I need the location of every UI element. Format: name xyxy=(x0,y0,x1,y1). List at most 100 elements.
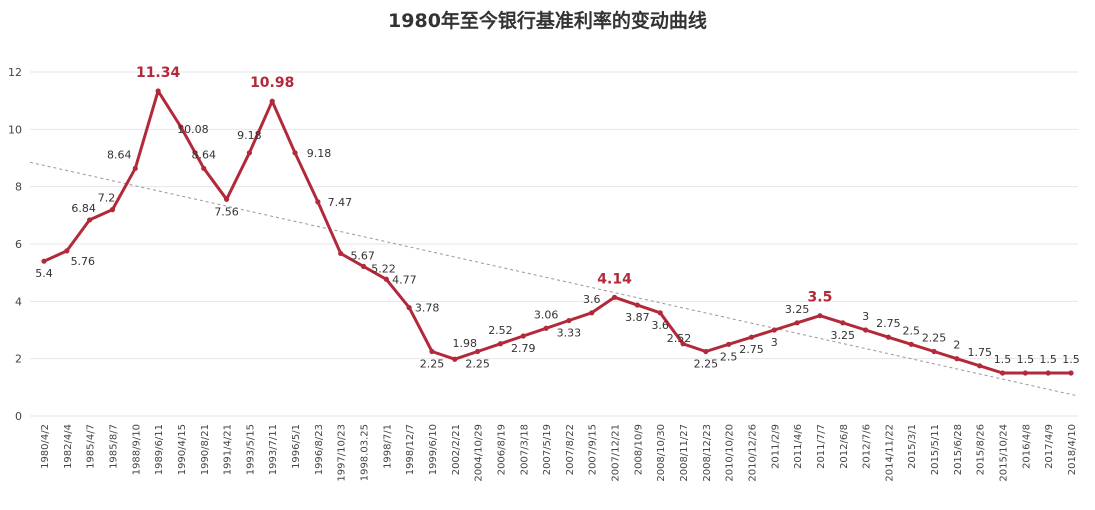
data-point xyxy=(452,356,458,362)
data-point xyxy=(383,276,389,282)
data-point xyxy=(840,320,846,326)
data-point xyxy=(315,199,321,205)
data-label: 5.4 xyxy=(35,267,53,280)
x-tick-label: 2017/4/9 xyxy=(1044,424,1055,469)
data-label: 7.2 xyxy=(98,192,116,205)
data-point xyxy=(360,263,367,269)
x-tick-label: 1998/7/1 xyxy=(382,424,393,469)
x-tick-label: 2007/12/21 xyxy=(611,424,622,482)
data-point xyxy=(429,348,435,355)
data-label: 3.6 xyxy=(583,293,601,306)
x-tick-label: 1998.03.25 xyxy=(360,424,371,481)
x-tick-label: 1988/9/10 xyxy=(131,424,142,475)
data-point xyxy=(611,294,618,300)
data-point xyxy=(657,310,663,316)
data-label: 2.25 xyxy=(465,358,490,371)
x-tick-label: 2008/10/30 xyxy=(656,424,667,482)
data-point xyxy=(155,88,161,94)
data-point xyxy=(178,124,184,130)
data-point xyxy=(1045,370,1051,376)
x-tick-label: 2012/6/8 xyxy=(839,424,850,469)
data-point xyxy=(817,313,823,319)
data-point xyxy=(223,196,230,202)
x-tick-label: 2007/9/15 xyxy=(588,424,599,475)
y-tick-label: 8 xyxy=(15,181,22,194)
data-point xyxy=(771,327,777,333)
data-label: 8.64 xyxy=(107,148,132,161)
x-tick-label: 2018/4/10 xyxy=(1067,424,1078,475)
data-point xyxy=(680,341,686,347)
data-point xyxy=(497,341,504,347)
y-tick-label: 10 xyxy=(8,123,22,136)
data-point xyxy=(87,217,93,223)
data-label: 2 xyxy=(953,339,960,352)
data-point xyxy=(863,327,869,333)
data-label: 5.67 xyxy=(350,249,375,262)
x-tick-label: 2010/10/20 xyxy=(725,424,736,482)
data-label: 10.08 xyxy=(177,123,209,136)
x-tick-label: 2015/3/1 xyxy=(907,424,918,469)
x-tick-label: 2002/2/21 xyxy=(451,424,462,475)
data-point xyxy=(1068,370,1074,376)
x-tick-label: 1996/5/1 xyxy=(291,424,302,469)
x-tick-label: 2004/10/29 xyxy=(474,424,485,482)
x-tick-label: 1993/5/15 xyxy=(245,424,256,475)
data-label: 6.84 xyxy=(71,202,96,215)
data-point xyxy=(292,150,298,156)
data-label: 3.06 xyxy=(534,308,559,321)
x-tick-label: 2007/8/22 xyxy=(565,424,576,475)
x-tick-label: 1985/4/7 xyxy=(86,424,97,469)
data-label: 7.47 xyxy=(328,196,353,209)
x-tick-label: 2007/5/19 xyxy=(542,424,553,475)
data-label: 4.77 xyxy=(392,273,417,286)
data-label: 2.75 xyxy=(876,317,901,330)
x-tick-label: 2007/3/18 xyxy=(519,424,530,475)
x-tick-label: 2008/11/27 xyxy=(679,424,690,482)
data-point xyxy=(885,334,892,340)
data-label: 2.25 xyxy=(694,358,719,371)
x-tick-label: 2016/4/8 xyxy=(1021,424,1032,469)
data-label: 2.5 xyxy=(720,350,738,363)
data-label: 3.25 xyxy=(831,329,856,342)
x-tick-label: 2015/10/24 xyxy=(999,424,1010,482)
data-label: 9.18 xyxy=(237,129,262,142)
x-tick-label: 1991/4/21 xyxy=(223,424,234,475)
trend-line xyxy=(29,161,1079,397)
x-tick-label: 1989/6/11 xyxy=(154,424,165,475)
data-label: 3.25 xyxy=(785,303,810,316)
data-label: 8.64 xyxy=(192,148,217,161)
data-label: 2.75 xyxy=(739,343,764,356)
x-tick-label: 2008/10/9 xyxy=(633,424,644,475)
data-label: 2.25 xyxy=(420,358,445,371)
x-tick-label: 1999/6/10 xyxy=(428,424,439,475)
data-point xyxy=(999,370,1006,376)
data-label: 3.6 xyxy=(651,319,669,332)
data-label: 5.76 xyxy=(71,255,96,268)
data-point xyxy=(726,341,732,347)
data-point xyxy=(201,165,207,171)
x-tick-label: 2010/12/26 xyxy=(747,424,758,482)
data-point xyxy=(794,320,800,326)
data-label: 2.52 xyxy=(667,332,692,345)
y-tick-label: 4 xyxy=(15,295,22,308)
data-point xyxy=(589,310,595,316)
data-point xyxy=(634,302,640,308)
x-tick-label: 1990/8/21 xyxy=(200,424,211,475)
data-point xyxy=(703,348,709,355)
data-point xyxy=(246,150,252,156)
data-point xyxy=(269,98,275,104)
series-line xyxy=(43,89,1071,375)
data-label: 7.56 xyxy=(214,205,239,218)
data-label: 1.5 xyxy=(1039,353,1057,366)
data-label: 11.34 xyxy=(136,65,181,81)
x-tick-label: 1985/8/7 xyxy=(108,424,119,469)
data-label: 4.14 xyxy=(597,271,632,287)
data-point xyxy=(475,348,481,355)
data-point xyxy=(109,207,116,213)
y-tick-label: 12 xyxy=(8,66,22,79)
data-point xyxy=(338,250,344,257)
data-label: 3 xyxy=(862,310,869,323)
data-label: 3.87 xyxy=(625,311,650,324)
x-tick-label: 1993/7/11 xyxy=(268,424,279,475)
data-point xyxy=(406,305,412,311)
